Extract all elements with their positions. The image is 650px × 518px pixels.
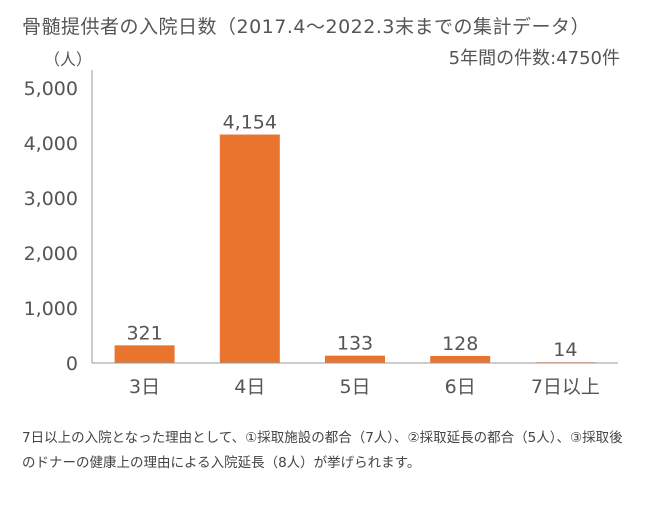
y-tick-label: 4,000 bbox=[24, 133, 78, 155]
y-axis: 0 1,000 2,000 3,000 4,000 5,000 bbox=[24, 78, 78, 375]
bar-value-label: 14 bbox=[553, 339, 577, 361]
y-tick-label: 5,000 bbox=[24, 78, 78, 100]
x-axis: 3日 4日 5日 6日 7日以上 bbox=[129, 376, 600, 398]
footnote: 7日以上の入院となった理由として、①採取施設の都合（7人）、②採取延長の都合（5… bbox=[22, 430, 623, 471]
x-tick-label: 3日 bbox=[129, 376, 160, 398]
x-tick-label: 4日 bbox=[234, 376, 265, 398]
bar bbox=[325, 355, 385, 363]
bar bbox=[430, 355, 491, 363]
bar-chart: 0 1,000 2,000 3,000 4,000 5,000 321 4,154 133 12… bbox=[24, 70, 618, 398]
y-tick-label: 3,000 bbox=[24, 188, 78, 210]
y-tick-label: 2,000 bbox=[24, 243, 78, 265]
chart-subtitle: 5年間の件数:4750件 bbox=[448, 48, 620, 69]
bar bbox=[114, 345, 175, 363]
x-tick-label: 5日 bbox=[339, 376, 370, 398]
bar-value-label: 133 bbox=[337, 333, 373, 355]
chart-title: 骨髄提供者の入院日数（2017.4〜2022.3末までの集計データ） bbox=[22, 16, 590, 38]
y-axis-unit-label: （人） bbox=[44, 50, 93, 69]
x-tick-label: 7日以上 bbox=[531, 376, 600, 398]
value-labels-group: 321 4,154 133 128 14 bbox=[126, 112, 577, 362]
bar-value-label: 4,154 bbox=[223, 112, 277, 134]
bar bbox=[219, 134, 280, 363]
bar-value-label: 128 bbox=[442, 333, 478, 355]
y-tick-label: 0 bbox=[66, 353, 78, 375]
bars-group bbox=[114, 134, 596, 364]
bar-value-label: 321 bbox=[126, 322, 162, 344]
x-tick-label: 6日 bbox=[445, 376, 476, 398]
y-tick-label: 1,000 bbox=[24, 298, 78, 320]
